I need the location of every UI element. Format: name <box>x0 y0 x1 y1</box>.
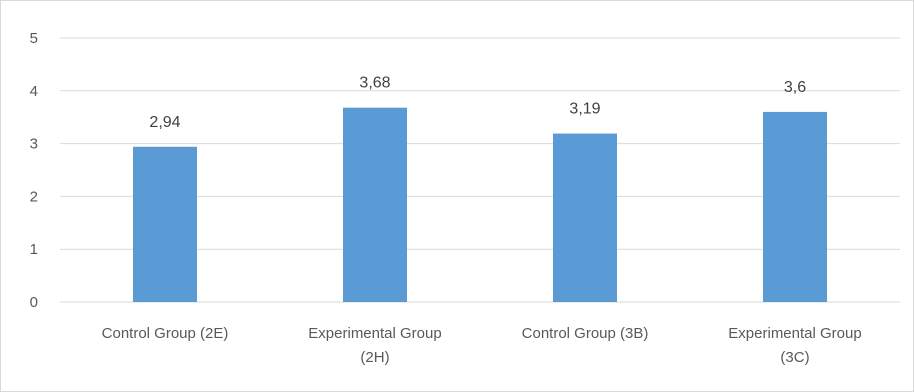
y-tick-label: 3 <box>30 136 38 153</box>
y-axis-ticks: 0 1 2 3 4 5 <box>30 30 38 311</box>
x-tick-label: Experimental Group <box>728 325 861 342</box>
data-label: 2,94 <box>149 114 180 131</box>
x-tick-label: Control Group (2E) <box>102 325 229 342</box>
y-tick-label: 5 <box>30 30 38 47</box>
gridlines <box>60 37 900 303</box>
x-tick-label: (3C) <box>780 349 809 366</box>
data-label: 3,68 <box>359 75 390 92</box>
x-tick-label: (2H) <box>360 349 389 366</box>
bar <box>553 133 617 302</box>
y-tick-label: 0 <box>30 294 38 311</box>
y-tick-label: 1 <box>30 241 38 258</box>
bar <box>133 146 197 302</box>
y-tick-label: 4 <box>30 83 38 100</box>
bar <box>763 111 827 302</box>
x-tick-label: Control Group (3B) <box>522 325 649 342</box>
data-labels: 2,94 3,68 3,19 3,6 <box>149 75 806 131</box>
x-tick-label: Experimental Group <box>308 325 441 342</box>
data-label: 3,19 <box>569 101 600 118</box>
y-tick-label: 2 <box>30 188 38 205</box>
x-axis-ticks: Control Group (2E) Experimental Group (2H)… <box>102 325 862 366</box>
data-label: 3,6 <box>784 79 806 96</box>
bar <box>343 107 407 302</box>
bars <box>133 107 827 302</box>
